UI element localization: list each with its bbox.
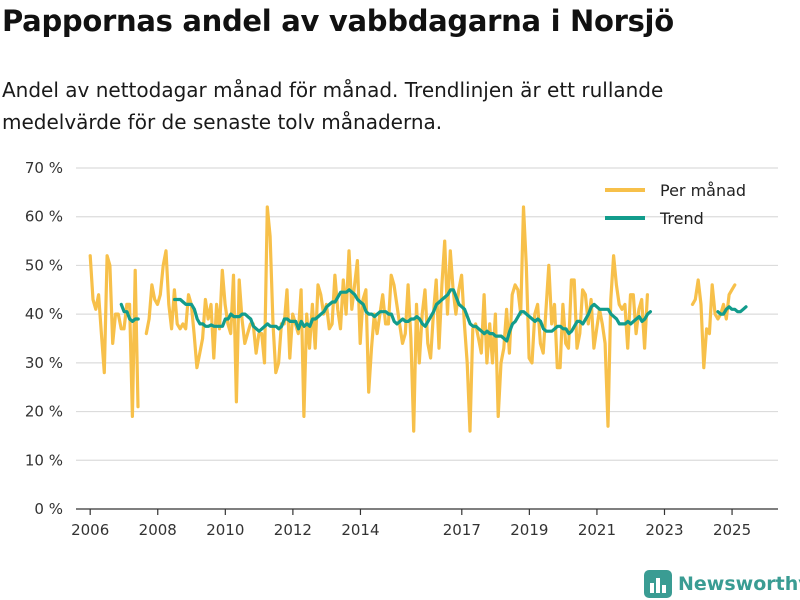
series-line-trend	[119, 302, 140, 323]
x-tick-label: 2010	[206, 521, 244, 539]
y-tick-label: 0 %	[34, 500, 63, 518]
series-line-per-manad	[88, 254, 140, 418]
x-tick-label: 2014	[341, 521, 379, 539]
x-tick-label: 2025	[713, 521, 751, 539]
axes: 0 % 10 % 20 % 30 % 40 % 50 % 60 % 70 % 2006 2008 2…	[25, 159, 778, 539]
y-tick-label: 20 %	[25, 403, 63, 421]
x-tick-label: 2023	[645, 521, 683, 539]
y-tick-label: 70 %	[25, 159, 63, 177]
y-tick-label: 50 %	[25, 256, 63, 274]
series-line-per-manad	[690, 278, 737, 370]
y-tick-label: 40 %	[25, 305, 63, 323]
x-tick-label: 2012	[274, 521, 312, 539]
x-tick-label: 2017	[443, 521, 481, 539]
series-line-trend	[173, 288, 653, 343]
series-line-per-manad	[144, 205, 650, 433]
legend-label-trend: Trend	[659, 209, 704, 228]
chart-title: Pappornas andel av vabbdagarna i Norsjö	[2, 4, 674, 38]
x-tick-label: 2021	[578, 521, 616, 539]
newsworthy-logo-text: Newsworthy	[678, 573, 800, 595]
newsworthy-logo: Newsworthy	[644, 568, 800, 600]
series-line-trend	[716, 305, 748, 316]
chart-subtitle: Andel av nettodagar månad för månad. Tre…	[2, 78, 664, 134]
y-tick-label: 60 %	[25, 208, 63, 226]
legend: Per månad Trend	[605, 181, 746, 228]
newsworthy-logo-icon	[644, 570, 672, 598]
x-tick-label: 2019	[510, 521, 548, 539]
legend-label-per-manad: Per månad	[660, 181, 746, 200]
y-tick-label: 10 %	[25, 451, 63, 469]
x-tick-label: 2008	[139, 521, 177, 539]
y-tick-label: 30 %	[25, 354, 63, 372]
x-tick-label: 2006	[71, 521, 109, 539]
series-lines	[88, 205, 748, 433]
